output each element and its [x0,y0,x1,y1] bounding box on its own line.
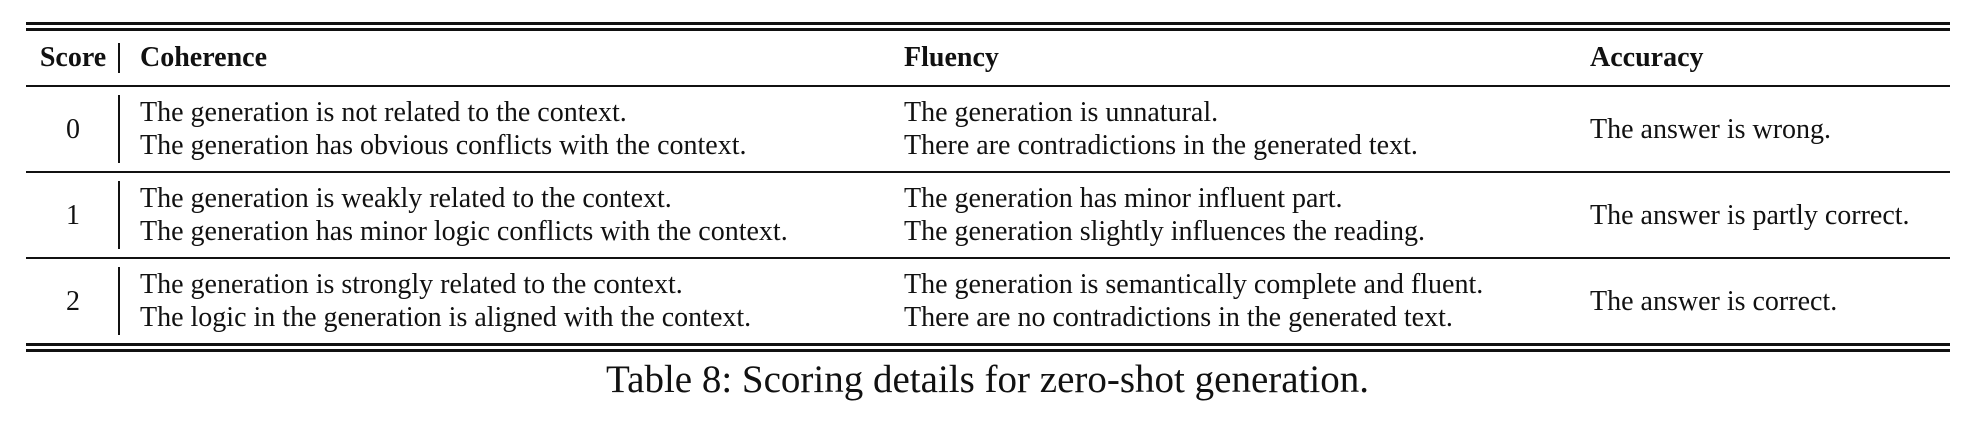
accuracy-cell: The answer is correct. [1570,259,1950,343]
fluency-cell: The generation has minor influent part. … [884,173,1570,257]
coherence-line: The generation is strongly related to th… [140,269,683,300]
accuracy-text: The answer is correct. [1590,285,1838,317]
row-rule [26,257,1950,259]
table-caption: Table 8: Scoring details for zero-shot g… [606,358,1369,401]
accuracy-cell: The answer is partly correct. [1570,173,1950,257]
top-rule-second [26,28,1950,31]
table-header-row: Score Coherence Fluency Accuracy [26,31,1950,85]
table-row: 0 The generation is not related to the c… [26,87,1950,171]
coherence-line: The generation has minor logic conflicts… [140,216,788,247]
header-coherence: Coherence [140,42,267,73]
coherence-line: The generation has obvious conflicts wit… [140,130,747,161]
coherence-cell: The generation is not related to the con… [120,87,884,171]
fluency-line: The generation is unnatural. [904,97,1219,128]
coherence-line: The generation is weakly related to the … [140,183,672,214]
score-cell: 0 [26,87,120,171]
table-row: 1 The generation is weakly related to th… [26,173,1950,257]
score-value: 1 [66,199,80,231]
table-row: 2 The generation is strongly related to … [26,259,1950,343]
score-value: 2 [66,285,80,317]
top-rule [26,22,1950,25]
coherence-cell: The generation is weakly related to the … [120,173,884,257]
fluency-cell: The generation is unnatural. There are c… [884,87,1570,171]
coherence-line: The logic in the generation is aligned w… [140,302,752,333]
score-cell: 1 [26,173,120,257]
bottom-rule [26,343,1950,346]
fluency-line: There are contradictions in the generate… [904,130,1418,161]
fluency-line: The generation has minor influent part. [904,183,1343,214]
row-rule [26,171,1950,173]
fluency-cell: The generation is semantically complete … [884,259,1570,343]
accuracy-text: The answer is wrong. [1590,113,1832,145]
score-value: 0 [66,113,80,145]
header-rule [26,85,1950,87]
header-score: Score [26,31,120,85]
fluency-line: The generation is semantically complete … [904,269,1484,300]
fluency-line: The generation slightly influences the r… [904,216,1425,247]
header-fluency: Fluency [904,42,999,73]
scoring-table: Score Coherence Fluency Accuracy 0 The g… [26,22,1950,352]
fluency-line: There are no contradictions in the gener… [904,302,1453,333]
header-accuracy: Accuracy [1590,42,1704,73]
coherence-cell: The generation is strongly related to th… [120,259,884,343]
coherence-line: The generation is not related to the con… [140,97,627,128]
accuracy-cell: The answer is wrong. [1570,87,1950,171]
score-cell: 2 [26,259,120,343]
bottom-rule-second [26,349,1950,352]
accuracy-text: The answer is partly correct. [1590,199,1910,231]
